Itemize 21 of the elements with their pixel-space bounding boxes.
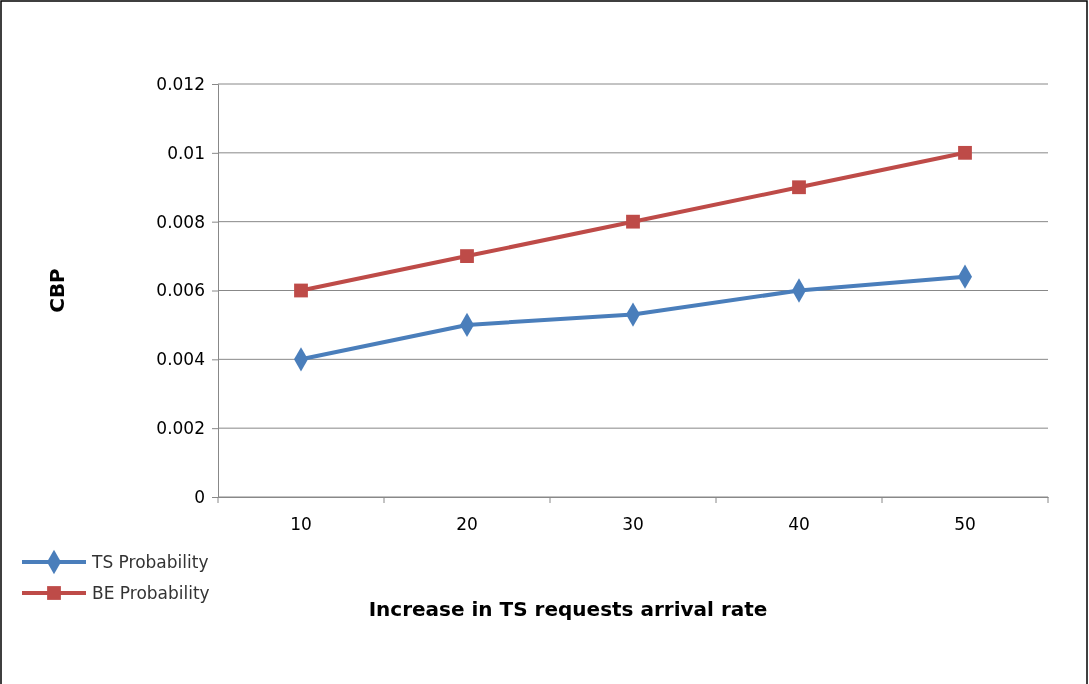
x-tick-label: 10 bbox=[290, 514, 312, 534]
y-tick-label: 0.008 bbox=[156, 211, 205, 232]
point bbox=[792, 180, 806, 195]
y-tick-label: 0.002 bbox=[156, 418, 205, 439]
x-tick-label: 40 bbox=[788, 514, 810, 534]
y-tick-label: 0.01 bbox=[167, 142, 205, 163]
y-tick-label: 0.004 bbox=[156, 349, 205, 370]
point bbox=[626, 214, 640, 229]
x-tick-label: 30 bbox=[622, 514, 644, 534]
y-tick-label: 0.006 bbox=[156, 280, 205, 301]
x-tick-label: 50 bbox=[954, 514, 976, 534]
y-tick-label: 0 bbox=[194, 486, 205, 507]
point bbox=[460, 249, 474, 263]
x-axis-title: Increase in TS requests arrival rate bbox=[368, 597, 768, 621]
legend-label: TS Probability bbox=[91, 552, 209, 572]
x-tick-label: 20 bbox=[456, 514, 478, 534]
point bbox=[958, 145, 972, 160]
legend-label: BE Probability bbox=[92, 583, 210, 603]
point bbox=[294, 283, 308, 298]
y-tick-label: 0.012 bbox=[156, 73, 205, 94]
y-axis-title: CBP bbox=[45, 268, 69, 313]
